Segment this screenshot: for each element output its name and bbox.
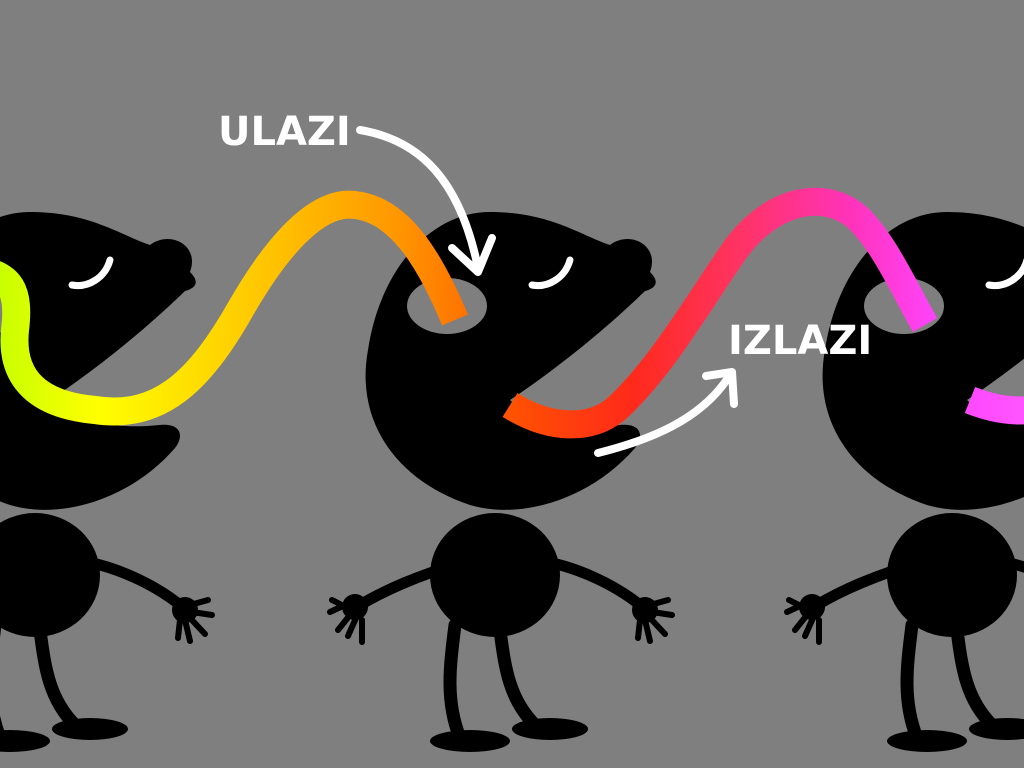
arrow-in — [356, 126, 496, 276]
label-out: IZLAZI — [728, 318, 873, 364]
tube-yellow-orange — [0, 190, 468, 426]
curved-arrow-up-icon — [594, 374, 732, 457]
label-in: ULAZI — [218, 109, 351, 155]
figure-center — [330, 212, 672, 752]
figure-left — [0, 212, 212, 752]
curved-arrow-down-icon — [356, 126, 482, 272]
arrow-out — [594, 368, 738, 457]
tube-red-pink — [502, 187, 938, 439]
tube-magenta — [964, 386, 1024, 425]
